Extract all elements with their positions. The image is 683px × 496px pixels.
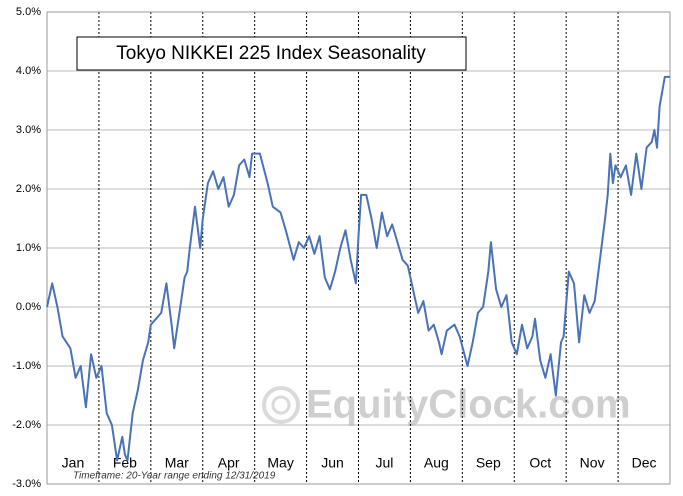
x-tick-label: Mar: [165, 455, 189, 471]
series-line: [46, 75, 670, 462]
y-tick-label: 4.0%: [16, 65, 41, 77]
y-tick-label: 2.0%: [16, 183, 41, 195]
y-tick-label: -2.0%: [12, 419, 41, 431]
x-tick-label: Nov: [580, 455, 605, 471]
x-tick-label: Sep: [476, 455, 501, 471]
y-tick-label: -1.0%: [12, 360, 41, 372]
x-tick-label: Apr: [218, 455, 240, 471]
x-tick-label: Jul: [376, 455, 394, 471]
chart-title: Tokyo NIKKEI 225 Index Seasonality: [116, 43, 426, 64]
y-tick-label: 0.0%: [16, 301, 41, 313]
x-tick-label: Jan: [62, 455, 85, 471]
watermark-logo: [262, 386, 300, 424]
title-box: [76, 36, 467, 71]
x-tick-label: Dec: [632, 455, 657, 471]
watermark: EquityClock.com: [306, 383, 631, 427]
x-tick-label: May: [267, 455, 293, 471]
x-tick-label: Aug: [424, 455, 449, 471]
y-tick-label: 1.0%: [16, 242, 41, 254]
y-tick-label: 5.0%: [16, 6, 41, 18]
x-tick-label: Oct: [529, 455, 551, 471]
x-tick-label: Jun: [321, 455, 344, 471]
x-tick-label: Feb: [113, 455, 137, 471]
plot-frame: [46, 11, 671, 485]
footnote: Timeframe: 20-Year range ending 12/31/20…: [73, 471, 276, 482]
y-tick-label: -3.0%: [12, 478, 41, 490]
y-tick-label: 3.0%: [16, 124, 41, 136]
